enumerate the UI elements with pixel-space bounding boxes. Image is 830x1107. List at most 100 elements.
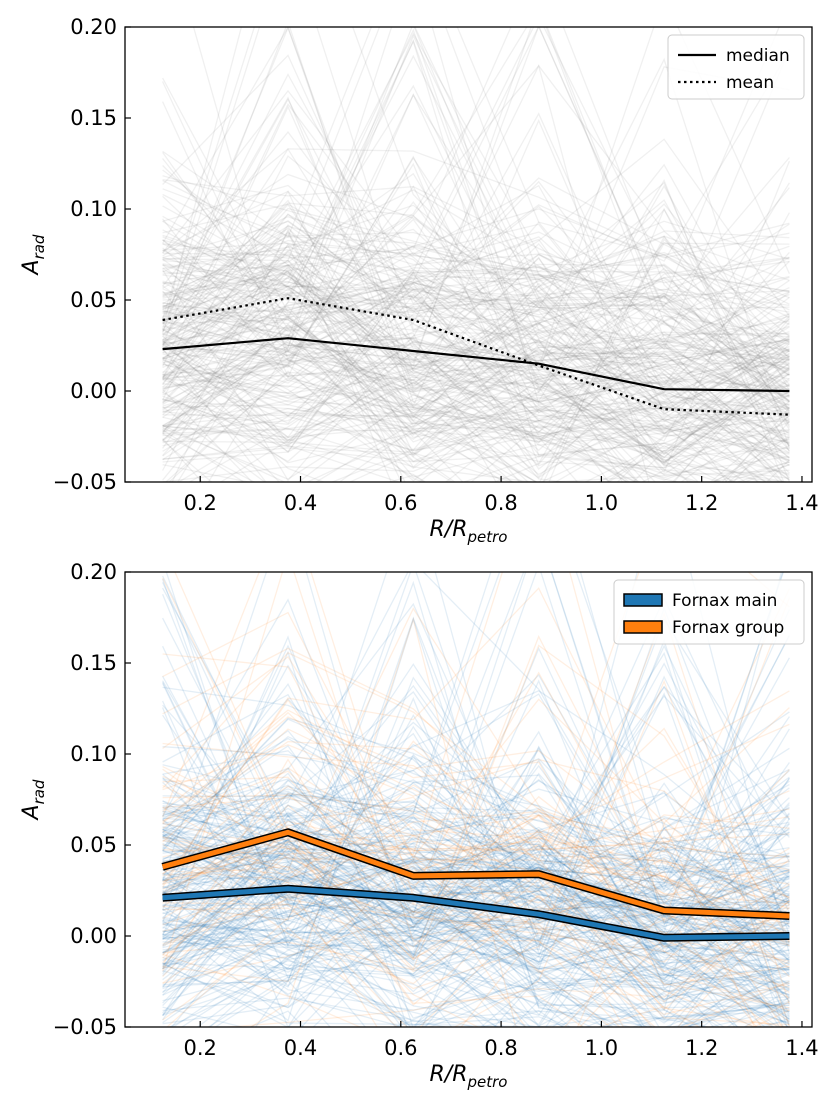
individual-profile-line	[162, 895, 790, 1027]
individual-profile-line	[170, 840, 790, 1027]
individual-profile-line	[162, 239, 790, 369]
individual-profile-line	[162, 822, 790, 897]
individual-profile-line	[162, 363, 790, 482]
individual-profile-line	[162, 339, 790, 482]
individual-profile-line	[162, 651, 788, 1027]
individual-profile-line	[162, 826, 790, 933]
individual-profile-line	[162, 695, 790, 946]
individual-profile-line	[162, 814, 790, 1026]
individual-profile-line	[174, 572, 790, 1027]
individual-profile-line	[162, 96, 790, 432]
individual-profile-line	[192, 27, 790, 368]
individual-profile-line	[209, 955, 564, 1027]
individual-profile-line	[162, 235, 790, 482]
individual-profile-line	[162, 810, 790, 945]
individual-profile-line	[168, 370, 790, 482]
individual-profile-line	[162, 850, 790, 963]
individual-profile-line	[162, 871, 790, 1027]
individual-profile-line	[162, 424, 681, 482]
individual-profile-line	[254, 975, 585, 1027]
top-panel: 0.2 0.4 0.6 0.8 1.0 1.2 1.4 −0.05 0.00 0.05 0.10 0.…	[19, 15, 819, 546]
individual-profile-line	[162, 577, 790, 1027]
individual-profile-line	[162, 572, 783, 1012]
individual-profile-line	[162, 230, 790, 337]
individual-profile-line	[162, 233, 790, 391]
individual-profile-line	[162, 839, 790, 962]
individual-profile-line	[162, 27, 790, 326]
individual-profile-line	[162, 807, 790, 899]
individual-profile-line	[162, 27, 790, 293]
individual-profile-line	[162, 207, 790, 372]
individual-profile-line	[162, 340, 784, 482]
y-tick-label: 0.15	[70, 106, 117, 130]
individual-profile-line	[162, 421, 790, 482]
individual-profile-line	[248, 1010, 305, 1027]
y-tick-label: 0.20	[70, 15, 117, 39]
individual-profile-line	[162, 160, 791, 474]
individual-profile-line	[162, 190, 790, 397]
individual-profile-line	[162, 316, 790, 458]
individual-profile-line	[162, 300, 790, 452]
individual-profile-line	[162, 842, 790, 1018]
individual-profile-line	[162, 203, 790, 393]
individual-profile-line	[162, 780, 790, 917]
legend-swatch	[623, 620, 663, 634]
individual-profile-line	[162, 394, 767, 482]
individual-profile-line	[162, 173, 790, 428]
individual-profile-line	[162, 376, 790, 423]
individual-profile-line	[162, 377, 790, 462]
individual-profile-line	[162, 345, 790, 444]
individual-profile-line	[162, 379, 734, 482]
individual-profile-line	[162, 54, 790, 397]
individual-profile-line	[162, 889, 790, 1027]
individual-profile-line	[162, 272, 790, 459]
individual-profile-line	[162, 820, 790, 1021]
individual-profile-line	[162, 27, 790, 402]
individual-profile-line	[162, 318, 790, 388]
individual-profile-line	[162, 617, 790, 940]
individual-profile-line	[162, 814, 790, 1027]
individual-profile-line	[162, 676, 790, 1021]
individual-profile-line	[162, 39, 790, 457]
individual-profile-line	[162, 246, 790, 401]
individual-profile-line	[162, 381, 790, 479]
individual-profile-line	[162, 256, 790, 387]
individual-profile-line	[162, 27, 790, 435]
individual-profile-line	[162, 792, 790, 1003]
individual-profile-line	[162, 837, 790, 1011]
legend-label: median	[726, 46, 790, 66]
individual-profile-line	[162, 105, 790, 406]
background-profiles	[161, 27, 791, 482]
individual-profile-line	[162, 251, 790, 393]
individual-profile-line	[162, 81, 790, 437]
individual-profile-line	[162, 201, 790, 381]
individual-profile-line	[162, 327, 613, 482]
individual-profile-line	[162, 185, 790, 482]
individual-profile-line	[162, 285, 790, 431]
y-tick-label: −0.05	[53, 470, 117, 494]
x-tick-label: 1.4	[785, 491, 818, 515]
individual-profile-line	[162, 804, 790, 956]
individual-profile-line	[162, 340, 790, 479]
individual-profile-line	[162, 242, 790, 482]
individual-profile-line	[162, 750, 790, 915]
individual-profile-line	[166, 740, 773, 1027]
individual-profile-line	[162, 893, 790, 1027]
individual-profile-line	[162, 930, 790, 1016]
individual-profile-line	[162, 157, 790, 316]
individual-profile-line	[162, 727, 790, 942]
individual-profile-line	[162, 926, 790, 1027]
individual-profile-line	[162, 698, 790, 997]
individual-profile-line	[162, 267, 790, 447]
individual-profile-line	[162, 772, 790, 970]
individual-profile-line	[171, 228, 790, 482]
individual-profile-line	[162, 905, 620, 1027]
legend-label: Fornax group	[672, 618, 784, 638]
series-median-line	[162, 337, 790, 393]
individual-profile-line	[162, 28, 790, 430]
individual-profile-line	[162, 834, 790, 970]
individual-profile-line	[162, 249, 790, 323]
individual-profile-line	[162, 57, 791, 449]
individual-profile-line	[162, 215, 790, 445]
individual-profile-line	[162, 163, 790, 435]
